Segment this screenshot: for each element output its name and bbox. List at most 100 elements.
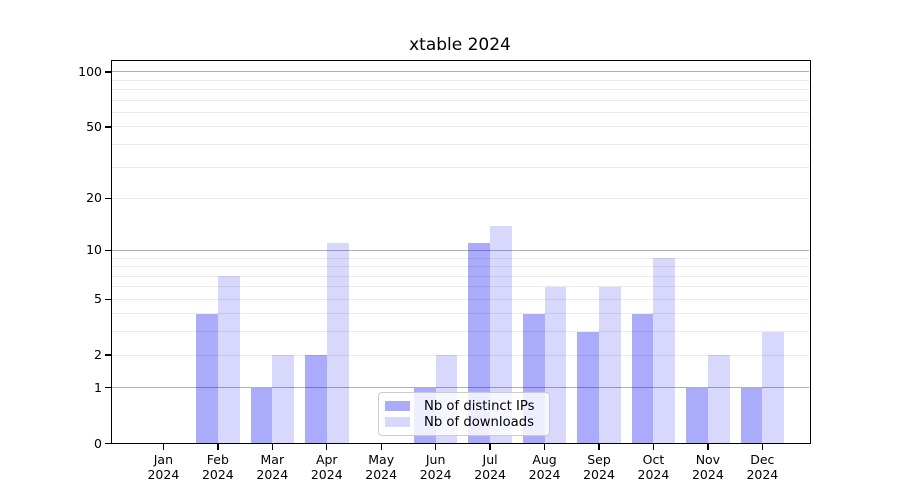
- y-tick-0: [105, 442, 111, 445]
- x-label-year: 2024: [365, 466, 398, 482]
- x-label-year: 2024: [201, 466, 234, 482]
- legend: Nb of distinct IPs Nb of downloads: [378, 392, 550, 436]
- x-label-year: 2024: [746, 466, 779, 482]
- bar-downloads-dec: [762, 331, 785, 444]
- y-tick-20: [105, 197, 111, 200]
- y-tick-label-100: 100: [78, 63, 102, 79]
- y-tick-label-10: 10: [86, 242, 102, 258]
- x-label-year: 2024: [474, 466, 506, 482]
- bar-distinct-ips-oct: [631, 313, 654, 444]
- x-tick-aug: [543, 444, 546, 450]
- x-label-year: 2024: [419, 466, 452, 482]
- x-tick-label-oct: Oct 2024: [621, 452, 685, 482]
- y-tick-1: [105, 387, 111, 389]
- legend-swatch-downloads: [385, 417, 410, 427]
- minor-gridline-60: [112, 112, 809, 114]
- x-label-year: 2024: [256, 466, 289, 482]
- x-tick-label-sep: Sep 2024: [567, 452, 631, 482]
- minor-gridline-70: [112, 99, 809, 101]
- x-label-month: Aug: [532, 452, 557, 467]
- minor-gridline-90: [112, 79, 809, 81]
- bar-distinct-ips-apr: [304, 355, 327, 444]
- bar-downloads-jul: [490, 225, 512, 444]
- x-label-month: Apr: [315, 452, 338, 467]
- y-tick-label-20: 20: [86, 190, 102, 206]
- y-tick-label-50: 50: [86, 118, 102, 134]
- x-label-year: 2024: [310, 466, 343, 482]
- x-tick-dec: [761, 444, 764, 450]
- y-tick-label-0: 0: [94, 435, 102, 451]
- minor-gridline-40: [112, 144, 809, 146]
- minor-gridline-4: [112, 313, 809, 315]
- bar-downloads-oct: [653, 258, 676, 444]
- x-tick-nov: [707, 444, 709, 450]
- x-tick-label-mar: Mar 2024: [240, 452, 304, 482]
- legend-swatch-distinct-ips: [385, 401, 410, 411]
- x-tick-sep: [598, 444, 600, 450]
- minor-gridline-9: [112, 257, 809, 259]
- x-label-month: Nov: [695, 452, 721, 467]
- minor-gridline-20: [112, 197, 809, 199]
- bar-downloads-feb: [217, 276, 240, 444]
- x-label-month: Jan: [153, 452, 174, 467]
- minor-gridline-80: [112, 89, 809, 91]
- minor-gridline-30: [112, 166, 809, 168]
- x-label-year: 2024: [691, 466, 724, 482]
- x-label-month: Dec: [750, 452, 775, 467]
- x-tick-feb: [217, 444, 219, 450]
- y-tick-label-5: 5: [94, 291, 102, 307]
- x-tick-label-jul: Jul 2024: [458, 452, 522, 482]
- x-tick-label-nov: Nov 2024: [676, 452, 740, 482]
- x-tick-label-dec: Dec 2024: [730, 452, 794, 482]
- y-tick-5: [105, 298, 111, 300]
- x-tick-jul: [489, 444, 491, 450]
- y-tick-100: [105, 71, 111, 73]
- x-tick-may: [380, 444, 382, 450]
- x-tick-label-jan: Jan 2024: [131, 452, 195, 482]
- legend-label-distinct-ips: Nb of distinct IPs: [424, 398, 535, 414]
- bar-downloads-apr: [326, 243, 349, 444]
- x-label-year: 2024: [528, 466, 561, 482]
- x-label-month: Oct: [642, 452, 665, 467]
- x-label-month: Jul: [482, 452, 498, 467]
- y-tick-10: [105, 249, 111, 252]
- x-tick-label-jun: Jun 2024: [404, 452, 468, 482]
- major-gridline-1: [112, 387, 809, 389]
- x-tick-oct: [652, 444, 655, 450]
- bar-distinct-ips-dec: [740, 387, 763, 444]
- x-label-year: 2024: [637, 466, 670, 482]
- x-label-year: 2024: [583, 466, 615, 482]
- x-tick-label-aug: Aug 2024: [513, 452, 577, 482]
- major-gridline-10: [112, 249, 809, 251]
- minor-gridline-2: [112, 354, 809, 356]
- x-tick-apr: [326, 444, 328, 450]
- chart-title: xtable 2024: [409, 35, 511, 55]
- legend-row-distinct-ips: Nb of distinct IPs: [385, 398, 543, 414]
- bar-distinct-ips-mar: [250, 387, 273, 444]
- major-gridline-100: [112, 71, 809, 73]
- y-tick-label-2: 2: [94, 347, 102, 363]
- y-tick-2: [105, 354, 111, 356]
- x-tick-label-may: May 2024: [349, 452, 413, 482]
- x-label-year: 2024: [147, 466, 180, 482]
- x-label-month: Feb: [206, 452, 229, 467]
- x-tick-label-apr: Apr 2024: [295, 452, 359, 482]
- x-label-month: Jun: [425, 452, 446, 467]
- bar-downloads-sep: [599, 286, 621, 444]
- y-tick-label-1: 1: [94, 379, 102, 395]
- x-tick-mar: [271, 444, 273, 450]
- minor-gridline-7: [112, 275, 809, 277]
- bar-distinct-ips-feb: [196, 313, 218, 444]
- x-label-month: Mar: [260, 452, 285, 467]
- x-tick-label-feb: Feb 2024: [186, 452, 250, 482]
- bar-downloads-nov: [707, 355, 730, 444]
- x-label-month: Sep: [587, 452, 611, 467]
- x-tick-jan: [162, 444, 165, 450]
- minor-gridline-3: [112, 331, 809, 333]
- legend-row-downloads: Nb of downloads: [385, 414, 543, 430]
- minor-gridline-8: [112, 266, 809, 268]
- x-tick-jun: [434, 444, 437, 450]
- minor-gridline-5: [112, 298, 809, 300]
- minor-gridline-6: [112, 286, 809, 288]
